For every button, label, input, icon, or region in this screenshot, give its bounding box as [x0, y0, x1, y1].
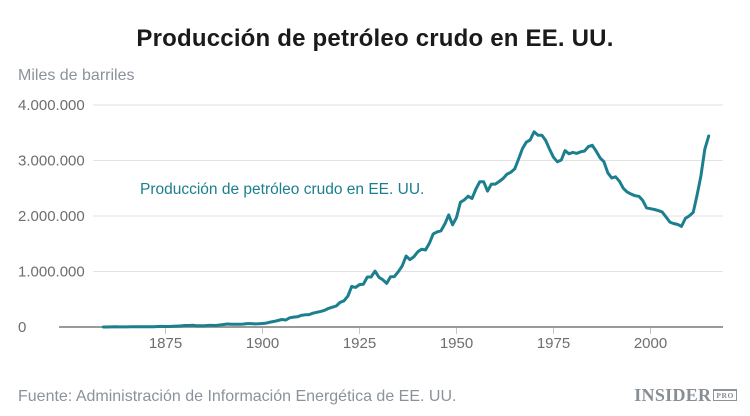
x-tick-label: 1950	[440, 335, 473, 352]
y-tick-label: 4.000.000	[18, 97, 85, 114]
y-tick-label: 1.000.000	[18, 264, 85, 281]
chart-title: Producción de petróleo crudo en EE. UU.	[136, 25, 614, 52]
line-chart: 0 1.000.000 2.000.000 3.000.000 4.000.000 187…	[18, 97, 723, 352]
production-line-series	[101, 130, 711, 329]
x-tick-label: 2000	[634, 335, 667, 352]
logo-wordmark: INSIDER	[634, 385, 712, 405]
logo-pro-badge: PRO	[713, 389, 737, 401]
x-tick-label: 1975	[537, 335, 570, 352]
insiderpro-logo: INSIDER PRO	[634, 385, 737, 405]
series-inline-label: Producción de petróleo crudo en EE. UU.	[140, 181, 425, 198]
y-axis-unit-label: Miles de barriles	[18, 67, 135, 84]
x-tick-label: 1900	[246, 335, 279, 352]
x-tick-label: 1925	[343, 335, 376, 352]
y-tick-label: 0	[18, 319, 26, 336]
y-tick-label: 3.000.000	[18, 153, 85, 170]
x-tick-label: 1875	[149, 335, 182, 352]
source-note: Fuente: Administración de Información En…	[18, 388, 457, 405]
y-tick-label: 2.000.000	[18, 208, 85, 225]
